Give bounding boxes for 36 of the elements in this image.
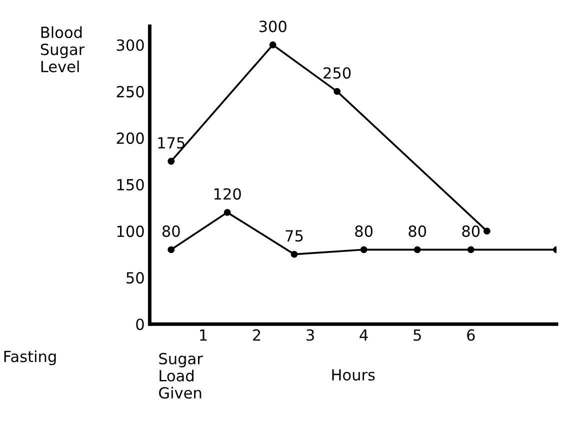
y-tick-label: 50 xyxy=(126,272,144,284)
data-label: 80 xyxy=(462,225,480,237)
data-label: 250 xyxy=(324,67,351,79)
data-label: 300 xyxy=(259,20,286,32)
point xyxy=(414,246,421,254)
x-tick-label: 5 xyxy=(414,329,421,341)
data-label: 80 xyxy=(355,225,373,237)
y-tick-label: 250 xyxy=(116,86,144,98)
text: Sugar Load Given xyxy=(159,352,203,399)
point xyxy=(467,246,474,254)
x-tick-label: 3 xyxy=(306,329,314,341)
data-label: 80 xyxy=(162,225,180,237)
x-axis-title: Hours xyxy=(332,369,375,381)
y-tick-label: 0 xyxy=(136,318,144,330)
data-label: 175 xyxy=(158,137,184,149)
y-tick-label: 300 xyxy=(116,39,144,51)
y-tick-label: 200 xyxy=(116,132,144,144)
x-tick-label: 1 xyxy=(200,329,207,341)
y-tick-label: 150 xyxy=(117,178,144,191)
y-tick-label: 100 xyxy=(117,226,144,238)
text: Fasting xyxy=(4,350,56,366)
point xyxy=(168,158,175,165)
point xyxy=(360,246,368,254)
x-tick-label: 6 xyxy=(467,329,475,341)
data-label: 120 xyxy=(214,188,241,200)
x-tick-label: 4 xyxy=(360,329,368,341)
point xyxy=(224,208,231,216)
x-tick-label: 2 xyxy=(253,329,260,341)
point xyxy=(168,246,175,254)
data-label: 75 xyxy=(286,230,303,242)
y-axis-title: Blood Sugar Level xyxy=(40,26,85,72)
data-label: 80 xyxy=(408,225,426,237)
point xyxy=(269,41,276,48)
point xyxy=(483,228,490,235)
point xyxy=(334,88,341,95)
point xyxy=(290,250,298,258)
